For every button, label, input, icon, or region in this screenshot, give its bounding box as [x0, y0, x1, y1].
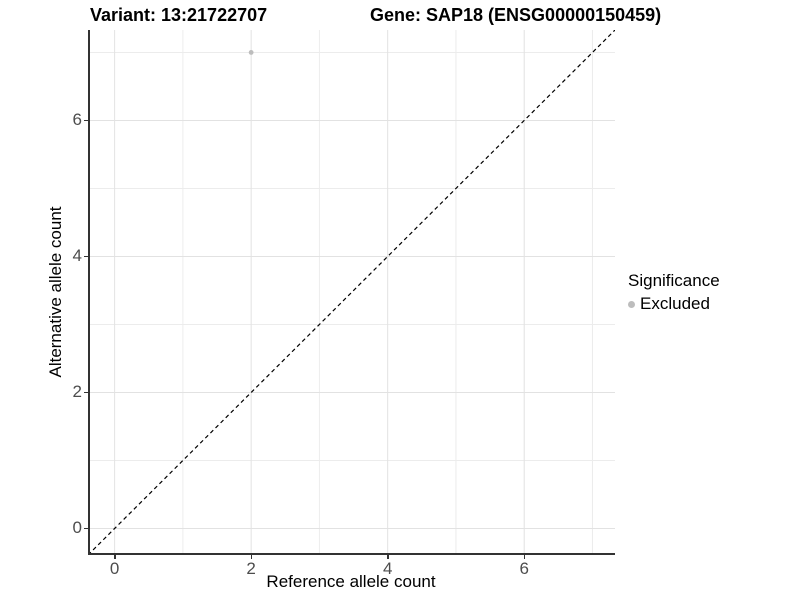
legend: Significance Excluded: [628, 271, 720, 314]
y-axis-title: Alternative allele count: [46, 206, 65, 378]
y-axis-tick-label: 0: [72, 518, 82, 538]
legend-item-label: Excluded: [640, 294, 710, 313]
x-axis-tick-mark: [523, 555, 526, 559]
x-axis-tick-label: 4: [382, 559, 393, 578]
y-axis-tick-mark: [84, 119, 88, 122]
x-axis-tick-mark: [114, 555, 116, 559]
x-axis-tick-label: 2: [246, 559, 256, 578]
plot-panel: [88, 30, 615, 555]
x-axis-tick-label: 0: [109, 559, 120, 578]
plot-svg: [88, 30, 615, 555]
plot-title-variant: Variant: 13:21722707: [90, 5, 268, 25]
plot-title-gene: Gene: SAP18 (ENSG00000150459): [370, 5, 662, 25]
y-axis-tick-mark: [84, 391, 88, 394]
data-point: [248, 50, 254, 55]
y-axis-tick-mark: [84, 255, 88, 258]
x-axis-tick-mark: [387, 555, 389, 559]
y-axis-tick-label: 6: [72, 110, 82, 130]
x-axis-tick-mark: [250, 555, 253, 559]
y-axis-tick-mark: [84, 527, 88, 530]
x-axis-title: Reference allele count: [266, 572, 436, 591]
y-axis-tick-label: 4: [72, 246, 82, 266]
legend-title: Significance: [628, 271, 720, 290]
x-axis-tick-label: 6: [519, 559, 529, 578]
identity-reference-line: [88, 30, 615, 555]
y-axis-tick-label: 2: [72, 382, 82, 402]
legend-key-dot: [628, 300, 635, 308]
legend-item-excluded: Excluded: [628, 294, 720, 314]
